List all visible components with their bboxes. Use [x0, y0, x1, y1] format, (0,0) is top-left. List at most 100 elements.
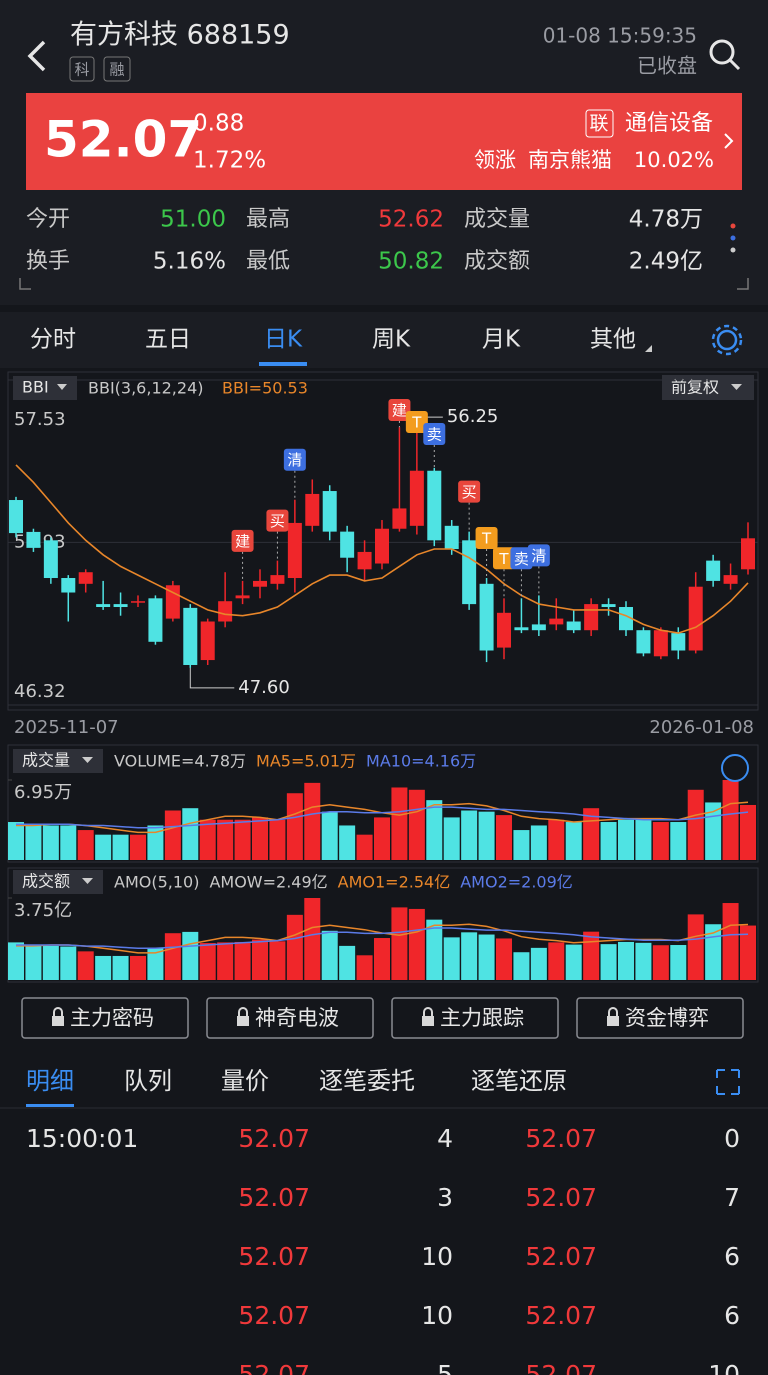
y-tick-label: 3.75亿	[14, 900, 72, 921]
search-button[interactable]	[709, 39, 741, 71]
low-label: 47.60	[238, 677, 290, 698]
period-tab[interactable]: 其他	[590, 327, 636, 353]
legend-entry: AMOW=2.49亿	[209, 873, 327, 892]
quote-time: 01-08 15:59:35	[543, 24, 697, 48]
lock-icon	[422, 1016, 434, 1026]
amount-bar	[199, 943, 216, 980]
tool-button[interactable]	[206, 997, 374, 1039]
fullscreen-button[interactable]	[716, 1069, 740, 1095]
stat-label: 最高	[246, 207, 290, 232]
indicator-params: BBI(3,6,12,24)	[88, 379, 204, 398]
volume-bar	[635, 819, 652, 860]
candle-body	[235, 595, 250, 599]
trade-price: 52.07	[525, 1360, 597, 1375]
expand-button[interactable]	[721, 754, 749, 782]
amount-bar	[42, 945, 59, 980]
candle-body	[78, 572, 93, 584]
volume-bar	[25, 825, 42, 860]
volume-bar	[443, 817, 460, 860]
detail-tab[interactable]: 量价	[221, 1067, 269, 1095]
volume-bar	[391, 787, 408, 860]
trade-volume: 4	[437, 1124, 453, 1153]
period-tab[interactable]: 日K	[264, 327, 303, 353]
amount-bar	[687, 914, 704, 980]
y-tick-label: 57.53	[14, 409, 66, 430]
volume-bar	[252, 817, 268, 860]
price-change-pct: 1.72%	[193, 148, 266, 174]
amount-bar	[391, 907, 408, 980]
amount-bar	[95, 955, 112, 980]
badge-box	[103, 56, 131, 82]
price-change: 0.88	[193, 111, 244, 137]
lock-icon	[608, 1007, 618, 1016]
trade-time: 15:00:01	[26, 1124, 138, 1153]
gear-icon	[716, 329, 738, 351]
badge-box	[69, 56, 95, 82]
trade-price: 52.07	[238, 1360, 310, 1375]
settings-button[interactable]	[711, 324, 743, 356]
more-button[interactable]	[730, 223, 736, 253]
volume-chart: VOLUME=4.78万 MA5=5.01万 MA10=4.16万 6.95万	[8, 752, 756, 860]
tool-label: 资金博弈	[625, 1006, 709, 1030]
quote-card[interactable]	[26, 93, 742, 190]
signal-label: 买	[462, 483, 477, 501]
stock-title: 有方科技 688159	[70, 20, 290, 51]
volume-title: 成交量	[22, 751, 70, 770]
amount-bar	[252, 939, 268, 980]
signal-badge	[493, 547, 515, 570]
amount-bar	[356, 955, 373, 980]
tool-buttons: 主力密码 神奇电波 主力跟踪 资金博弈	[21, 997, 744, 1039]
volume-bar	[496, 815, 512, 860]
trade-volume: 5	[437, 1360, 453, 1375]
detail-tab[interactable]: 逐笔还原	[471, 1067, 567, 1095]
signal-badge	[458, 480, 481, 503]
volume-bar	[60, 825, 77, 860]
period-tab-row: 分时 五日 日K 周K 月K 其他	[30, 327, 636, 366]
candle-body	[131, 601, 145, 603]
signal-label: 建	[392, 402, 407, 420]
volume-bar	[652, 822, 669, 860]
stat-value: 50.82	[378, 249, 444, 275]
candle-body	[706, 560, 721, 581]
amount-bar	[670, 945, 687, 980]
signal-label: 买	[270, 512, 285, 530]
candle-body	[601, 604, 616, 608]
signal-badge	[231, 529, 254, 552]
lock-icon	[238, 1007, 248, 1016]
signal-badge	[405, 411, 428, 433]
amount-bar	[635, 942, 652, 980]
trade-list: 15:00:01 52.07 4 52.07 0 52.07 3 52.07 7 52.07 10 5…	[26, 1124, 740, 1375]
gear-icon	[711, 324, 743, 356]
candle-body	[96, 604, 111, 608]
y-tick-label: 46.32	[14, 681, 66, 702]
detail-tab[interactable]: 队列	[124, 1067, 172, 1095]
detail-tab[interactable]: 明细	[26, 1067, 74, 1095]
period-tab[interactable]: 周K	[372, 327, 411, 353]
period-tab[interactable]: 五日	[145, 327, 191, 353]
detail-tab[interactable]: 逐笔委托	[319, 1067, 415, 1095]
candle-body	[636, 630, 651, 654]
volume-bar	[670, 822, 687, 860]
volume-bar	[740, 804, 756, 860]
signal-badge	[475, 527, 498, 550]
volume-bar	[548, 819, 565, 860]
back-button[interactable]	[27, 40, 46, 72]
signal-label: T	[481, 530, 492, 548]
period-tab[interactable]: 月K	[482, 327, 521, 353]
trade-volume: 0	[724, 1124, 740, 1153]
period-tab[interactable]: 分时	[30, 327, 76, 353]
trade-volume: 10	[708, 1360, 740, 1375]
trade-volume: 10	[421, 1242, 453, 1271]
candle-body	[113, 604, 128, 608]
signal-badge	[266, 509, 289, 532]
amount-bar	[234, 941, 251, 980]
tool-button[interactable]	[391, 997, 559, 1039]
tab-underline	[259, 362, 307, 366]
tool-button[interactable]	[576, 997, 744, 1039]
signal-label: 卖	[514, 550, 529, 568]
candle-body	[723, 575, 738, 584]
tool-button[interactable]	[21, 997, 189, 1039]
candle-body	[619, 607, 633, 631]
amount-bar	[600, 944, 617, 980]
